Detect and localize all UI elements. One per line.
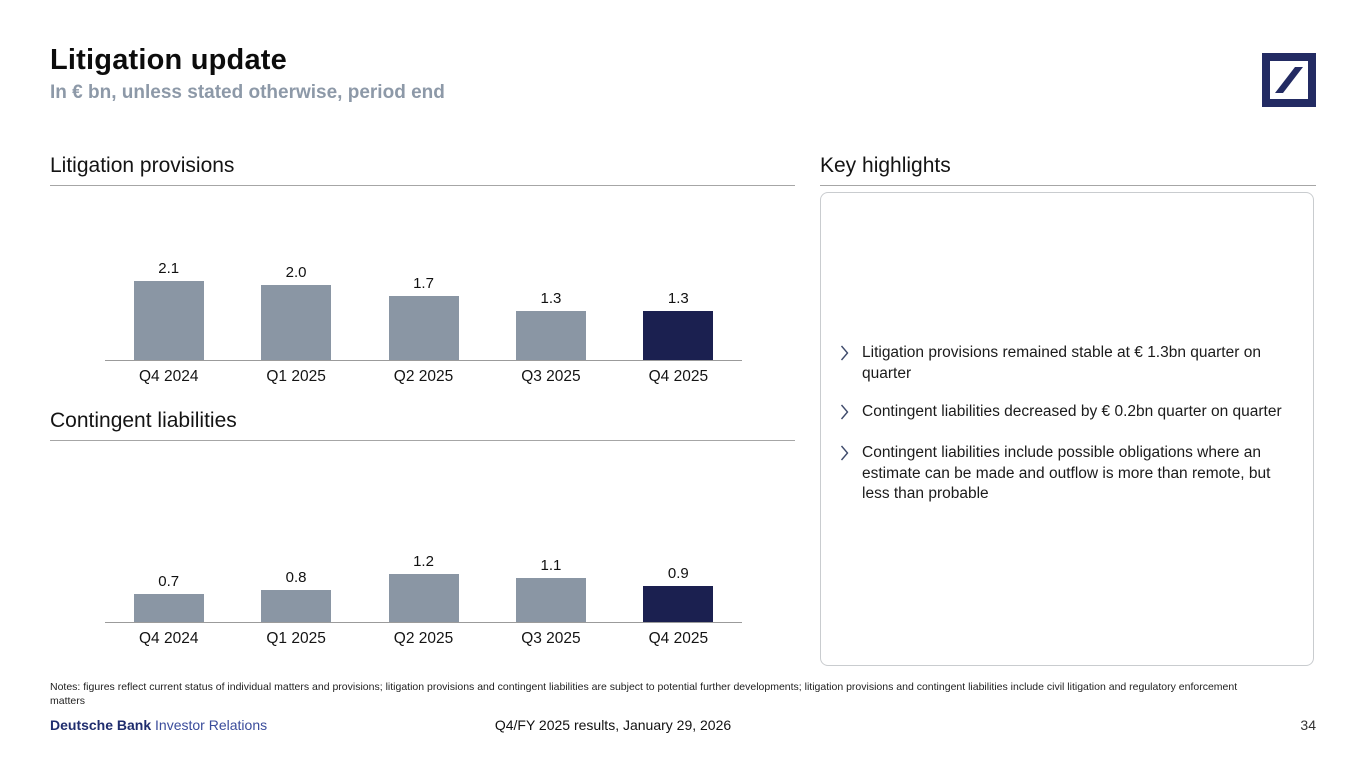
bar-column: 0.8 [232, 569, 359, 622]
bar [133, 594, 204, 622]
bar-highlighted [643, 586, 714, 622]
footer-brand-name: Deutsche Bank [50, 717, 152, 733]
category-label: Q4 2025 [648, 630, 709, 647]
bar-chart-contingent-liabilities: 0.7 0.8 1.2 1.1 0.9 Q4 2024 Q1 2025 Q2 2025 Q3 … [105, 540, 742, 648]
chevron-bullet-icon [840, 345, 849, 384]
bar-value-label: 1.7 [413, 275, 434, 292]
bar-column: 1.3 [487, 290, 614, 360]
bar [515, 578, 586, 622]
bar [261, 590, 332, 622]
key-highlights-list: Litigation provisions remained stable at… [840, 343, 1295, 523]
highlight-text: Contingent liabilities include possible … [862, 444, 1271, 502]
bar-highlighted [643, 311, 714, 360]
bar-column: 1.7 [360, 275, 487, 360]
key-highlights-box: Litigation provisions remained stable at… [820, 192, 1314, 666]
bar [388, 296, 459, 360]
bar-column: 2.0 [232, 264, 359, 360]
bar-value-label: 2.1 [158, 260, 180, 277]
chevron-bullet-icon [840, 445, 849, 505]
bar-value-label: 0.7 [158, 573, 180, 590]
category-label: Q1 2025 [266, 368, 326, 385]
chart-bars: 2.1 2.0 1.7 1.3 1.3 [105, 250, 742, 361]
footnotes: Notes: figures reflect current status of… [50, 681, 1238, 707]
chart-category-axis: Q4 2024 Q1 2025 Q2 2025 Q3 2025 Q4 2025 [105, 623, 742, 648]
category-label: Q1 2025 [266, 630, 326, 647]
category-label: Q2 2025 [393, 368, 454, 385]
page-title: Litigation update [50, 44, 287, 76]
highlight-item: Contingent liabilities include possible … [840, 443, 1295, 505]
bar [388, 574, 459, 622]
bar [133, 281, 204, 360]
chart-bars: 0.7 0.8 1.2 1.1 0.9 [105, 540, 742, 623]
chart-category-axis: Q4 2024 Q1 2025 Q2 2025 Q3 2025 Q4 2025 [105, 361, 742, 386]
bar-chart-litigation-provisions: 2.1 2.0 1.7 1.3 1.3 Q4 2024 Q1 2025 Q2 2025 Q3 … [105, 250, 742, 386]
bar-value-label: 0.8 [285, 569, 307, 586]
bar-value-label: 1.3 [667, 290, 689, 307]
chevron-bullet-icon [840, 404, 849, 425]
category-label: Q2 2025 [393, 630, 454, 647]
bar [515, 311, 586, 360]
bar-column: 2.1 [105, 260, 232, 360]
highlight-text: Litigation provisions remained stable at… [862, 344, 1261, 382]
footer-brand-dept: Investor Relations [155, 717, 268, 733]
page-subtitle: In € bn, unless stated otherwise, period… [50, 82, 445, 103]
footer-report-title: Q4/FY 2025 results, January 29, 2026 [494, 717, 732, 733]
bar [261, 285, 332, 360]
bar-value-label: 1.2 [413, 553, 434, 570]
bar-column: 0.7 [105, 573, 232, 622]
page-number: 34 [1300, 717, 1316, 733]
chart-title-contingent-liabilities: Contingent liabilities [50, 409, 795, 441]
bar-value-label: 1.1 [540, 557, 562, 574]
deutsche-bank-logo-icon [1262, 53, 1316, 107]
bar-value-label: 1.3 [540, 290, 562, 307]
category-label: Q3 2025 [521, 368, 581, 385]
bar-value-label: 0.9 [667, 565, 689, 582]
highlight-text: Contingent liabilities decreased by € 0.… [862, 403, 1282, 420]
category-label: Q4 2024 [138, 368, 199, 385]
highlight-item: Litigation provisions remained stable at… [840, 343, 1295, 384]
key-highlights-title: Key highlights [820, 154, 1316, 186]
chart-title-litigation-provisions: Litigation provisions [50, 154, 795, 186]
bar-column: 0.9 [615, 565, 742, 622]
footer-brand: Deutsche Bank Investor Relations [50, 717, 267, 733]
bar-column: 1.2 [360, 553, 487, 622]
bar-value-label: 2.0 [285, 264, 307, 281]
bar-column: 1.1 [487, 557, 614, 622]
category-label: Q4 2024 [138, 630, 199, 647]
bar-column: 1.3 [615, 290, 742, 360]
category-label: Q3 2025 [521, 630, 581, 647]
highlight-item: Contingent liabilities decreased by € 0.… [840, 402, 1295, 425]
category-label: Q4 2025 [648, 368, 709, 385]
